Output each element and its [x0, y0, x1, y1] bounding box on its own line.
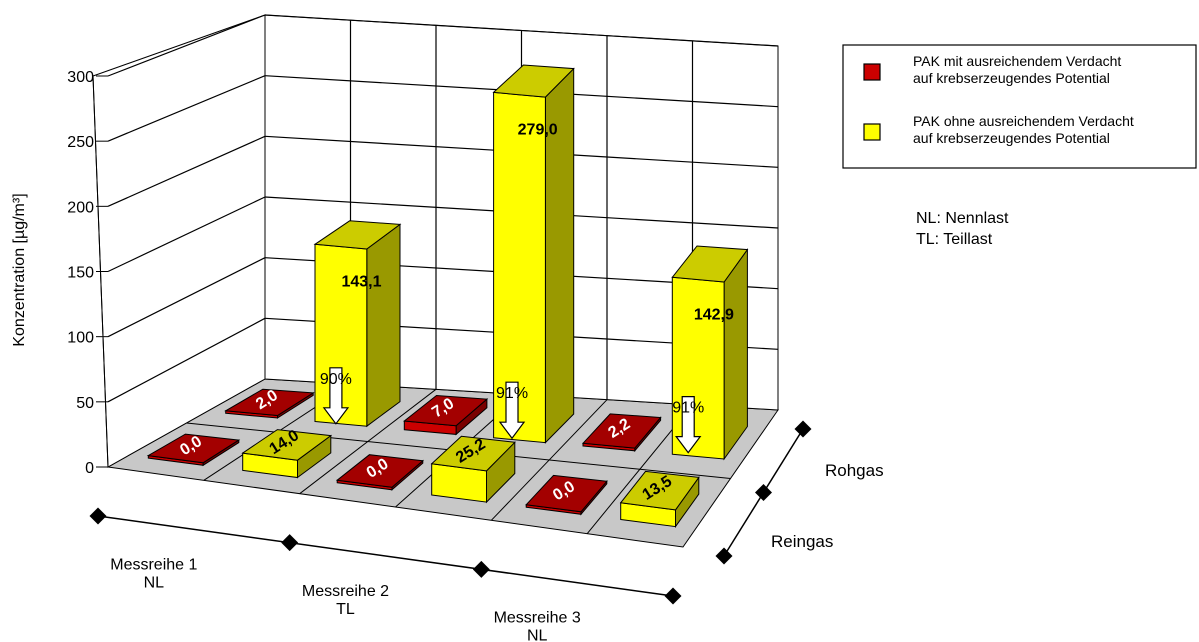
bar-ohne-reingas-2: 25,2	[430, 435, 516, 504]
bar-top-face	[525, 474, 608, 513]
bar-top-face	[492, 64, 575, 98]
bar-ohne-rohgas-2: 279,0	[492, 64, 575, 444]
bar-top-face	[313, 220, 402, 250]
bar-top-face	[581, 413, 662, 449]
bar-ohne-reingas-3: 13,5	[619, 470, 700, 529]
bar-mit-reingas-2: 0,0	[335, 454, 424, 491]
bar-ohne-reingas-1: 14,0	[241, 427, 333, 479]
bar-ohne-rohgas-1: 143,1	[313, 220, 402, 428]
gridline-left-250	[107, 75, 266, 142]
legend-entry-text: PAK ohne ausreichendem Verdacht	[913, 113, 1134, 129]
reduction-arrow-1: 90%	[320, 367, 352, 425]
legend-entry-text: auf krebserzeugendes Potential	[913, 130, 1110, 146]
bar-mit-rohgas-2: 7,0	[403, 394, 489, 436]
legend-entry-text: PAK mit ausreichendem Verdacht	[913, 53, 1121, 69]
reduction-arrow-3: 91%	[672, 396, 704, 454]
depth-label-rohgas: Rohgas	[825, 461, 884, 480]
bar-side-face	[723, 248, 748, 461]
bar-top-face	[430, 435, 516, 472]
depth-axis-marker	[794, 420, 812, 438]
data-label: 143,1	[341, 273, 381, 290]
bar-top-face	[671, 245, 749, 283]
bar-mit-reingas-1: 0,0	[146, 433, 241, 467]
legend-box	[842, 44, 1197, 169]
x-axis-marker	[281, 534, 299, 552]
category-sublabel: NL	[144, 574, 165, 591]
bar-mit-reingas-3: 0,0	[525, 474, 608, 516]
legend-swatch	[863, 123, 881, 141]
gridline-left-150	[107, 196, 266, 273]
gridline-left-50	[107, 317, 266, 403]
category-label: Messreihe 1	[110, 556, 197, 573]
depth-label-reingas: Reingas	[771, 532, 833, 551]
x-axis-marker	[664, 587, 682, 605]
y-axis-line	[92, 75, 109, 468]
data-label: 279,0	[518, 121, 558, 138]
x-axis-line	[97, 515, 674, 597]
arrow-shape	[322, 367, 350, 425]
bar-top-face	[403, 394, 489, 427]
y-tick-label: 300	[67, 69, 94, 86]
gridline-left-200	[107, 135, 266, 207]
reduction-arrow-2: 91%	[496, 381, 528, 440]
x-axis-marker	[89, 507, 107, 525]
arrow-shape	[498, 381, 526, 440]
data-label: 142,9	[694, 306, 734, 323]
y-axis-title: Konzentration [µg/m³]	[11, 193, 28, 346]
category-sublabel: NL	[527, 628, 548, 642]
y-tick-label: 50	[76, 395, 94, 412]
y-tick-label: 250	[67, 134, 94, 151]
y-tick-label: 100	[67, 330, 94, 347]
gridline-left-300	[107, 14, 266, 77]
bar-mit-rohgas-3: 2,2	[581, 413, 662, 453]
x-axis-marker	[472, 560, 490, 578]
arrow-shape	[675, 396, 702, 454]
y-tick-label: 0	[85, 460, 94, 477]
category-sublabel: TL	[336, 601, 355, 618]
bar-top-face	[241, 429, 333, 461]
abbreviation-note: TL: Teillast	[916, 231, 993, 248]
bar-top-face	[619, 470, 700, 511]
bar-top-face	[335, 454, 424, 488]
legend-entry-text: auf krebserzeugendes Potential	[913, 70, 1110, 86]
bar-front-face	[671, 276, 725, 460]
reduction-percent: 91%	[496, 385, 528, 402]
reduction-percent: 90%	[320, 371, 352, 388]
depth-axis-marker	[715, 547, 733, 565]
reduction-percent: 91%	[672, 400, 704, 417]
category-label: Messreihe 3	[494, 610, 581, 627]
depth-axis-marker	[755, 484, 772, 501]
y-tick-label: 200	[67, 199, 94, 216]
legend-swatch	[863, 63, 881, 81]
category-label: Messreihe 2	[302, 583, 389, 600]
abbreviation-note: NL: Nennlast	[916, 210, 1009, 227]
bar-top-face	[224, 388, 315, 417]
y-tick-label: 150	[67, 265, 94, 282]
bar-side-face	[366, 223, 401, 428]
bar-top-face	[146, 433, 241, 464]
gridline-left-100	[107, 257, 266, 338]
